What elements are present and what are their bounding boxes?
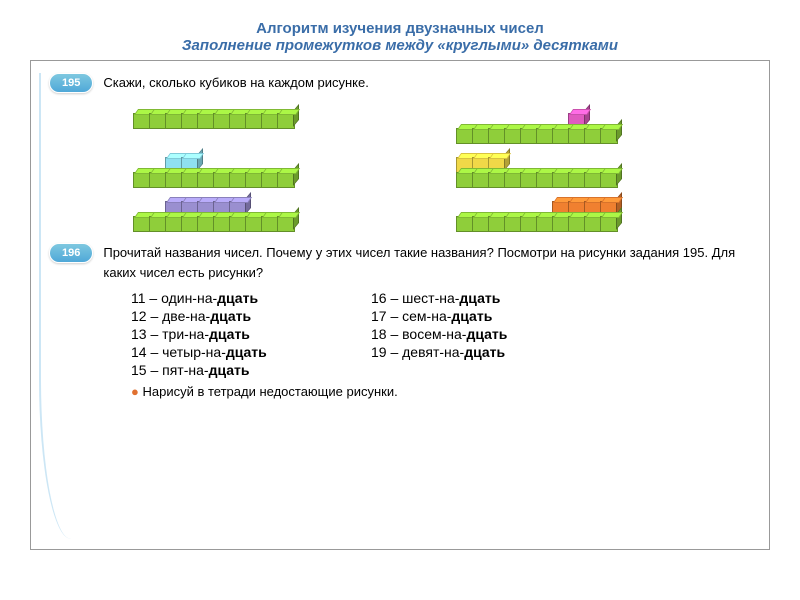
cube-group [456, 153, 739, 183]
cube [277, 109, 295, 127]
number-item: 12 – две-на-дцать [131, 308, 331, 324]
number-item [371, 362, 571, 378]
number-item: 14 – четыр-на-дцать [131, 344, 331, 360]
cube-group [133, 197, 416, 227]
task-195: 195 Скажи, сколько кубиков на каждом рис… [49, 73, 749, 93]
cube-group [456, 197, 739, 227]
bullet-instruction: Нарисуй в тетради недостающие рисунки. [131, 384, 749, 399]
cube [277, 212, 295, 230]
content-frame: 195 Скажи, сколько кубиков на каждом рис… [30, 60, 770, 550]
numbers-list: 11 – один-на-дцать 16 – шест-на-дцать 12 –… [131, 290, 749, 378]
page-title-1: Алгоритм изучения двузначных чисел [30, 20, 770, 37]
cube-group [456, 109, 739, 139]
number-item: 15 – пят-на-дцать [131, 362, 331, 378]
task-196: 196 Прочитай названия чисел. Почему у эт… [49, 243, 749, 282]
number-item: 11 – один-на-дцать [131, 290, 331, 306]
cube-group [133, 109, 416, 139]
decorative-swoosh [39, 73, 71, 539]
number-item: 18 – восем-на-дцать [371, 326, 571, 342]
number-item: 16 – шест-на-дцать [371, 290, 571, 306]
task-text-195: Скажи, сколько кубиков на каждом рисунке… [103, 73, 368, 93]
cube-group [133, 153, 416, 183]
cube [277, 168, 295, 186]
cube [600, 212, 618, 230]
task-text-196: Прочитай названия чисел. Почему у этих ч… [103, 243, 749, 282]
cubes-area [133, 109, 739, 227]
number-item: 13 – три-на-дцать [131, 326, 331, 342]
number-item: 19 – девят-на-дцать [371, 344, 571, 360]
number-item: 17 – сем-на-дцать [371, 308, 571, 324]
cube [600, 168, 618, 186]
cube [600, 124, 618, 142]
page-title-2: Заполнение промежутков между «круглыми» … [30, 37, 770, 54]
